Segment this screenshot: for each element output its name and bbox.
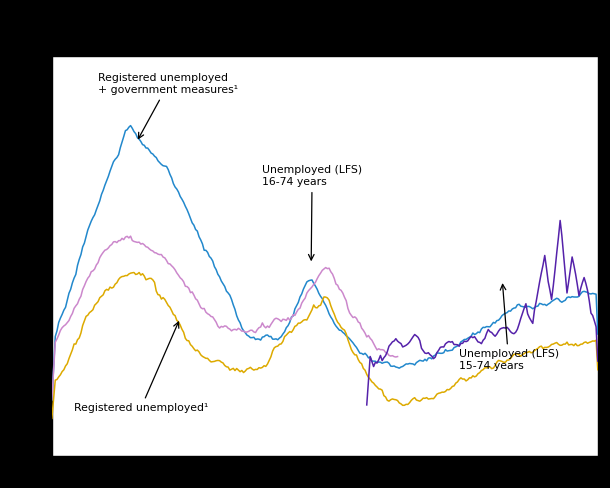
Text: Unemployed (LFS)
15-74 years: Unemployed (LFS) 15-74 years (459, 285, 559, 371)
Text: Registered unemployed
+ government measures¹: Registered unemployed + government measu… (98, 73, 239, 139)
Text: Unemployed (LFS)
16-74 years: Unemployed (LFS) 16-74 years (262, 165, 362, 260)
Text: Registered unemployed¹: Registered unemployed¹ (74, 322, 208, 413)
